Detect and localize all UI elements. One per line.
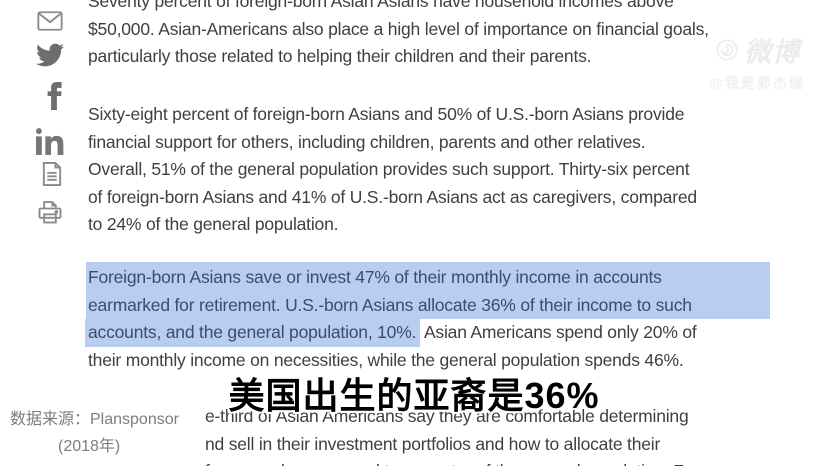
- text-line: particularly those related to helping th…: [88, 46, 592, 66]
- text-line: nd sell in their investment portfolios a…: [205, 433, 661, 454]
- watermark-handle: @我是郭杰瑞: [709, 75, 805, 91]
- video-subtitle: 美国出生的亚裔是36%: [228, 375, 600, 416]
- text-line: $50,000. Asian-Americans also place a hi…: [88, 18, 709, 39]
- text-line: Sixty-eight percent of foreign-born Asia…: [88, 104, 685, 124]
- paragraph-income: Seventy percent of foreign-born Asian As…: [88, 0, 798, 71]
- highlighted-text-span: accounts, and the general population, 10…: [85, 319, 421, 347]
- text-line: e-third of Asian Americans say they are …: [205, 406, 689, 426]
- data-source-overlay: 数据来源：Plansponsor (2018年): [0, 396, 203, 466]
- highlighted-text-line: Foreign-born Asians save or invest 47% o…: [88, 267, 662, 287]
- text-selection-highlight: [86, 262, 770, 319]
- paragraph-savings: Foreign-born Asians save or invest 47% o…: [85, 264, 798, 374]
- paragraph-support: Sixty-eight percent of foreign-born Asia…: [88, 101, 798, 239]
- mixed-text-line: accounts, and the general population, 10…: [85, 319, 798, 347]
- text-line: their monthly income on necessities, whi…: [88, 349, 684, 370]
- data-source-label: 数据来源：Plansponsor: [10, 411, 179, 428]
- twitter-share-icon[interactable]: [36, 41, 64, 69]
- text-line: for example, compared to a quarter of th…: [205, 458, 828, 466]
- share-rail: [0, 0, 80, 240]
- linkedin-share-icon[interactable]: [36, 127, 64, 155]
- paragraph-investing: e-third of Asian Americans say they are …: [205, 403, 828, 466]
- text-line: to 24% of the general population.: [88, 214, 339, 234]
- print-share-icon[interactable]: [36, 198, 64, 226]
- highlighted-text-line: earmarked for retirement. U.S.-born Asia…: [88, 294, 692, 315]
- email-share-icon[interactable]: [36, 7, 64, 35]
- article-share-icon[interactable]: [38, 160, 66, 188]
- text-span: Asian Americans spend only 20% of: [420, 322, 697, 342]
- data-source-year: (2018年): [58, 438, 121, 455]
- facebook-share-icon[interactable]: [40, 82, 68, 110]
- text-line: Seventy percent of foreign-born Asian As…: [88, 0, 674, 11]
- text-line: Overall, 51% of the general population p…: [88, 159, 690, 179]
- text-line: of foreign-born Asians and 41% of U.S.-b…: [88, 186, 697, 207]
- text-line: financial support for others, including …: [88, 131, 646, 152]
